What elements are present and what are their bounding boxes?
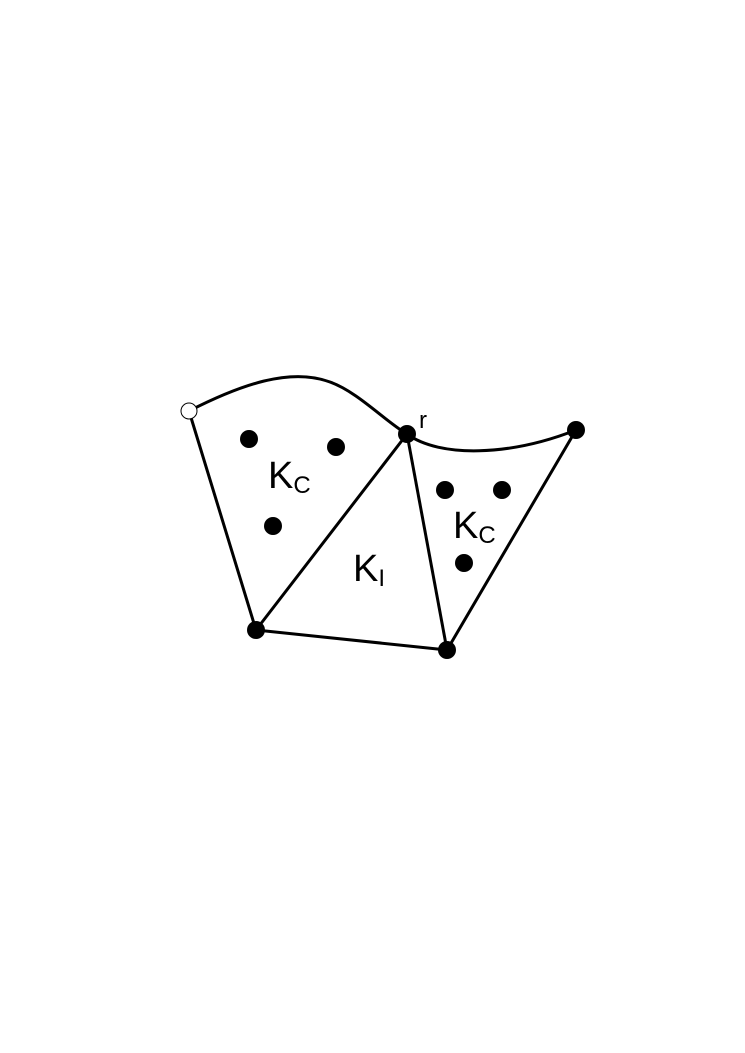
- vertex-bottom-left: [247, 621, 265, 639]
- label-right-element: KC: [453, 505, 496, 549]
- curved-edge-left: [187, 375, 409, 436]
- interior-node: [264, 517, 282, 535]
- edge-right-side: [445, 428, 578, 652]
- interior-node: [455, 554, 473, 572]
- label-middle-element: KI: [353, 548, 385, 592]
- label-vertex-r: r: [419, 407, 427, 434]
- edge-diagonal-middle: [405, 432, 449, 652]
- interior-node: [327, 438, 345, 456]
- open-vertex: [180, 402, 198, 420]
- vertex-right: [567, 421, 585, 439]
- curved-edge-right: [405, 428, 578, 453]
- edge-diagonal-left: [254, 432, 409, 632]
- vertex-bottom-right: [438, 641, 456, 659]
- edge-bottom: [254, 628, 449, 652]
- interior-node: [240, 430, 258, 448]
- vertex-r: [398, 425, 416, 443]
- label-left-element: KC: [268, 455, 311, 499]
- edge-left-side: [187, 409, 258, 632]
- interior-node: [493, 481, 511, 499]
- interior-node: [436, 481, 454, 499]
